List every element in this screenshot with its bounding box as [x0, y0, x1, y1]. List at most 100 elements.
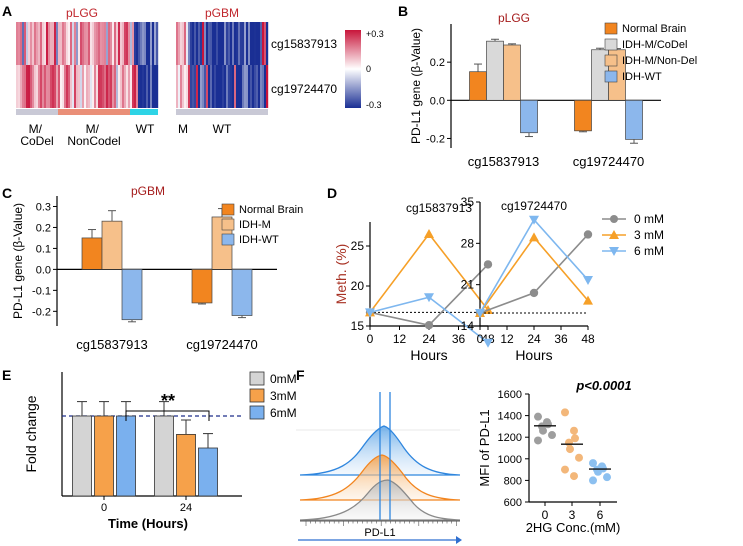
y-tick-label: 15 — [351, 319, 365, 333]
heatmap-cell — [70, 22, 73, 65]
heatmap-cell — [240, 65, 243, 108]
heatmap-cell — [228, 22, 231, 65]
heatmap-cell — [128, 65, 131, 108]
heatmap-cell — [176, 65, 179, 108]
bar-idh-wt — [625, 99, 643, 140]
chart-title: pGBM — [131, 184, 165, 198]
y-tick-label: 0.2 — [36, 222, 51, 234]
heatmap-cell — [250, 22, 253, 65]
heatmap-cell — [130, 65, 133, 108]
scatter-point — [589, 476, 597, 485]
heatmap-cell — [244, 65, 247, 108]
panel-c-chart: -0.2 -0.1 0.0 0.1 0.2 0.3 cg15837913 cg19724470… — [11, 184, 303, 352]
heatmap-cell — [78, 65, 81, 108]
bar-normal-brain — [469, 71, 487, 101]
heatmap-cell — [48, 65, 51, 108]
heatmap-group-label-wt: WT — [136, 122, 155, 136]
heatmap-cell — [210, 22, 213, 65]
heatmap-scale-bottom: -0.3 — [366, 100, 382, 110]
heatmap-cell — [206, 22, 209, 65]
heatmap-cell — [264, 22, 267, 65]
heatmap-cell — [260, 22, 263, 65]
heatmap-cell — [56, 22, 59, 65]
scatter-point — [561, 408, 569, 417]
y-tick-label: 800 — [504, 475, 522, 487]
y-tick-label: -0.2 — [32, 306, 51, 318]
y-tick-label: -0.2 — [426, 133, 445, 145]
legend-label: Normal Brain — [239, 204, 303, 216]
heatmap-cell — [128, 22, 131, 65]
heatmap-cell — [98, 65, 101, 108]
heatmap-cell — [18, 22, 21, 65]
heatmap-cell — [196, 65, 199, 108]
legend-swatch — [221, 218, 235, 231]
heatmap-cell — [134, 22, 137, 65]
heatmap-cell — [120, 65, 123, 108]
heatmap-cell — [106, 22, 109, 65]
heatmap-cell — [82, 65, 85, 108]
heatmap-cell — [108, 65, 111, 108]
heatmap-cell — [40, 65, 43, 108]
legend-label: 6 mM — [634, 244, 664, 258]
heatmap-cell — [42, 65, 45, 108]
heatmap-cell — [40, 22, 43, 65]
heatmap-cell — [104, 22, 107, 65]
scatter-point — [561, 465, 569, 474]
heatmap-cell — [238, 65, 241, 108]
heatmap-cell — [32, 65, 35, 108]
category-label: cg15837913 — [468, 154, 540, 169]
x-tick-label: 24 — [527, 332, 541, 346]
legend-label: IDH-WT — [622, 71, 662, 83]
point-marker — [483, 338, 493, 348]
legend-marker — [609, 230, 619, 239]
heatmap-cell — [66, 65, 69, 108]
scatter-point — [594, 467, 602, 476]
y-tick-label: 0.0 — [36, 264, 51, 276]
heatmap-cell — [248, 65, 251, 108]
y-tick-label: 14 — [461, 319, 475, 333]
heatmap-cell — [32, 22, 35, 65]
heatmap-cell — [200, 65, 203, 108]
heatmap-cell — [26, 65, 29, 108]
x-tick-label: 12 — [393, 332, 407, 346]
scatter-point — [603, 473, 611, 482]
heatmap-cell — [190, 65, 193, 108]
heatmap-left-group-bar-wt — [130, 109, 158, 115]
heatmap-cell — [222, 22, 225, 65]
heatmap-cell — [232, 65, 235, 108]
heatmap-cell — [216, 22, 219, 65]
bar-normal-brain — [574, 99, 592, 132]
y-axis-label: PD-L1 gene (β-Value) — [11, 203, 25, 319]
legend-swatch — [604, 38, 618, 51]
scatter-point — [534, 436, 542, 445]
heatmap-cell — [34, 22, 37, 65]
y-tick-label: 0.1 — [36, 243, 51, 255]
heatmap-cell — [198, 65, 201, 108]
heatmap-cell — [72, 22, 75, 65]
scatter-point — [571, 434, 579, 443]
heatmap-right-title: pGBM — [205, 6, 239, 20]
heatmap-cell — [154, 22, 157, 65]
heatmap-cell — [242, 65, 245, 108]
y-tick-label: 1000 — [498, 454, 522, 466]
heatmap-cell — [94, 65, 97, 108]
scatter-point — [539, 426, 547, 435]
heatmap-cell — [70, 65, 73, 108]
heatmap-cell — [124, 65, 127, 108]
heatmap-cell — [80, 65, 83, 108]
heatmap-cell — [24, 22, 27, 65]
chart-title: pLGG — [498, 11, 530, 25]
heatmap-cell — [110, 65, 113, 108]
heatmap-left-group-bar-codel — [16, 109, 58, 115]
heatmap-cell — [136, 65, 139, 108]
y-tick-label: 1200 — [498, 432, 522, 444]
y-axis-label: Meth. (%) — [333, 244, 349, 305]
x-tick-label: 24 — [422, 332, 436, 346]
panel-b-chart: -0.2 0.0 0.2 cg15837913 cg19724470 PD-L1 gene… — [409, 11, 697, 169]
heatmap-cell — [96, 22, 99, 65]
heatmap-cell — [222, 65, 225, 108]
y-tick-label: 35 — [461, 195, 475, 209]
x-tick-label: 48 — [581, 332, 595, 346]
heatmap-cell — [240, 22, 243, 65]
heatmap-cell — [236, 65, 239, 108]
